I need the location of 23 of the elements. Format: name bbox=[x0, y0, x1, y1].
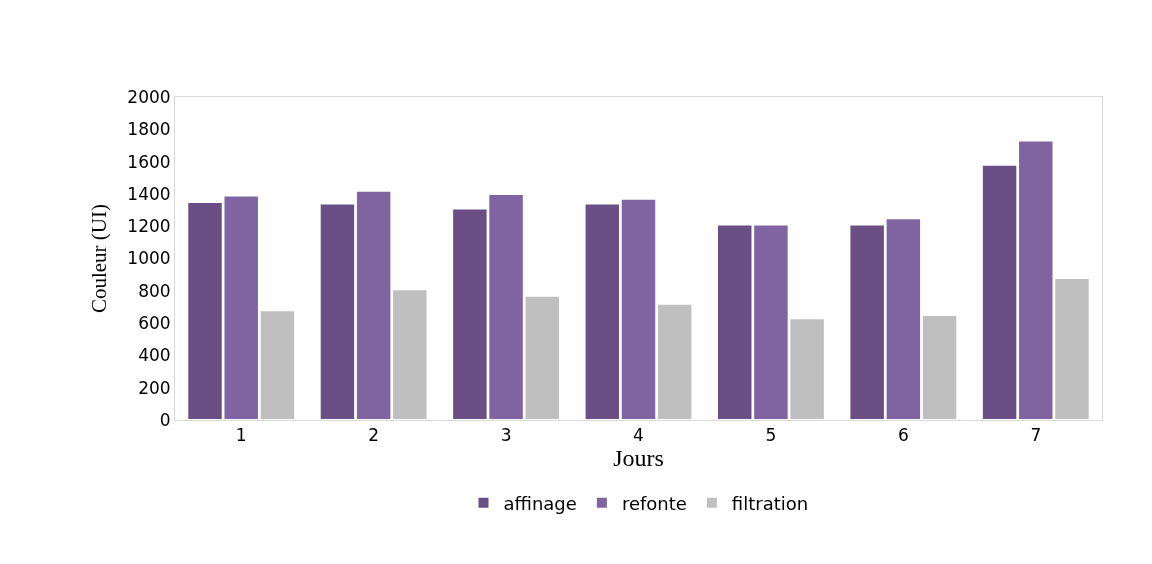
y-tick-label: 200 bbox=[138, 377, 171, 398]
x-axis-title: Jours bbox=[613, 445, 664, 472]
x-tick-label: 1 bbox=[235, 425, 247, 446]
x-tick-label: 6 bbox=[897, 425, 909, 446]
y-tick-label: 0 bbox=[159, 409, 171, 430]
y-tick-label: 1800 bbox=[127, 119, 171, 140]
x-tick-label: 7 bbox=[1030, 425, 1042, 446]
y-tick-label: 2000 bbox=[127, 86, 171, 107]
y-axis-title: Couleur (UI) bbox=[87, 203, 112, 314]
y-tick-label: 400 bbox=[138, 345, 171, 366]
legend-label: affinage bbox=[503, 492, 577, 514]
y-tick-label: 800 bbox=[138, 280, 171, 301]
legend-label: refonte bbox=[621, 492, 687, 514]
y-tick-label: 1600 bbox=[127, 151, 171, 172]
x-tick-label: 3 bbox=[500, 425, 512, 446]
legend-label: filtration bbox=[731, 492, 809, 514]
y-tick-label: 600 bbox=[138, 313, 171, 334]
y-tick-label: 1400 bbox=[127, 183, 171, 204]
y-tick-label: 1000 bbox=[127, 248, 171, 269]
x-tick-label: 5 bbox=[765, 425, 777, 446]
x-tick-label: 4 bbox=[633, 425, 644, 446]
x-tick-label: 2 bbox=[368, 425, 380, 446]
y-tick-label: 1200 bbox=[127, 216, 171, 237]
